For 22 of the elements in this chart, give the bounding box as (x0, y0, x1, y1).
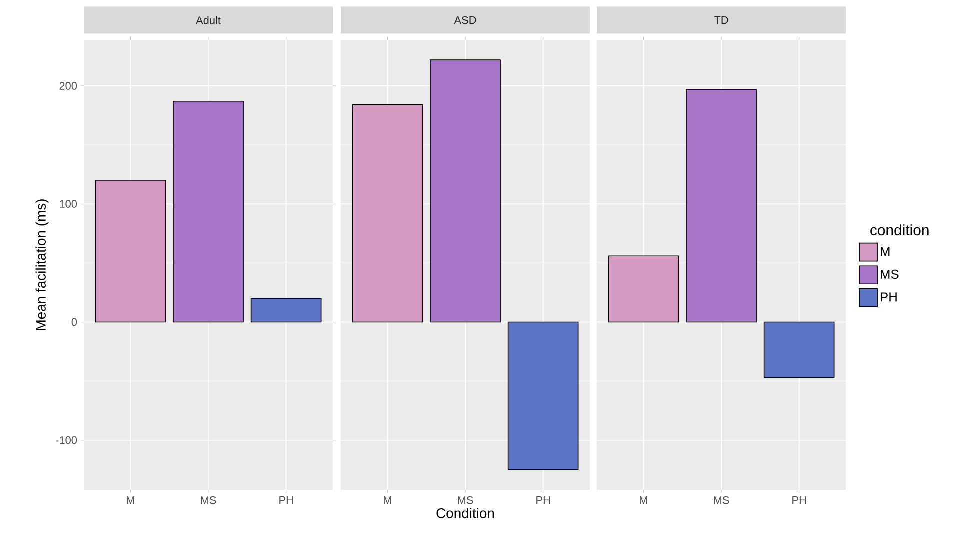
x-tick-label: MS (458, 496, 474, 504)
x-tick-label: PH (792, 496, 806, 504)
x-tick-label: M (127, 496, 134, 504)
y-tick-label: 100 (60, 200, 78, 208)
legend-label: M (881, 247, 890, 256)
y-tick-label: 0 (72, 318, 78, 326)
x-tick-label: PH (536, 496, 550, 504)
chart-title: ASD (454, 16, 476, 24)
y-tick-label: -100 (56, 436, 78, 444)
x-axis-title: Condition (436, 508, 494, 518)
chart-title: Adult (196, 16, 221, 24)
legend-label: MS (881, 270, 899, 280)
chart-title: TD (714, 16, 728, 24)
x-tick-label: PH (280, 496, 294, 504)
legend-title: condition (870, 224, 929, 236)
y-axis-title: Mean facilitation (ms) (36, 200, 49, 330)
y-tick-label: 200 (60, 82, 78, 90)
x-tick-label: MS (201, 496, 216, 504)
x-tick-label: M (640, 496, 648, 504)
legend-label: PH (881, 292, 897, 302)
x-tick-label: M (384, 496, 392, 504)
x-tick-label: MS (714, 496, 730, 504)
